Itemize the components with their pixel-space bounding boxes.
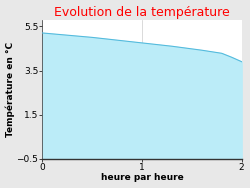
Title: Evolution de la température: Evolution de la température	[54, 6, 230, 19]
Y-axis label: Température en °C: Température en °C	[6, 42, 15, 137]
X-axis label: heure par heure: heure par heure	[101, 174, 184, 182]
